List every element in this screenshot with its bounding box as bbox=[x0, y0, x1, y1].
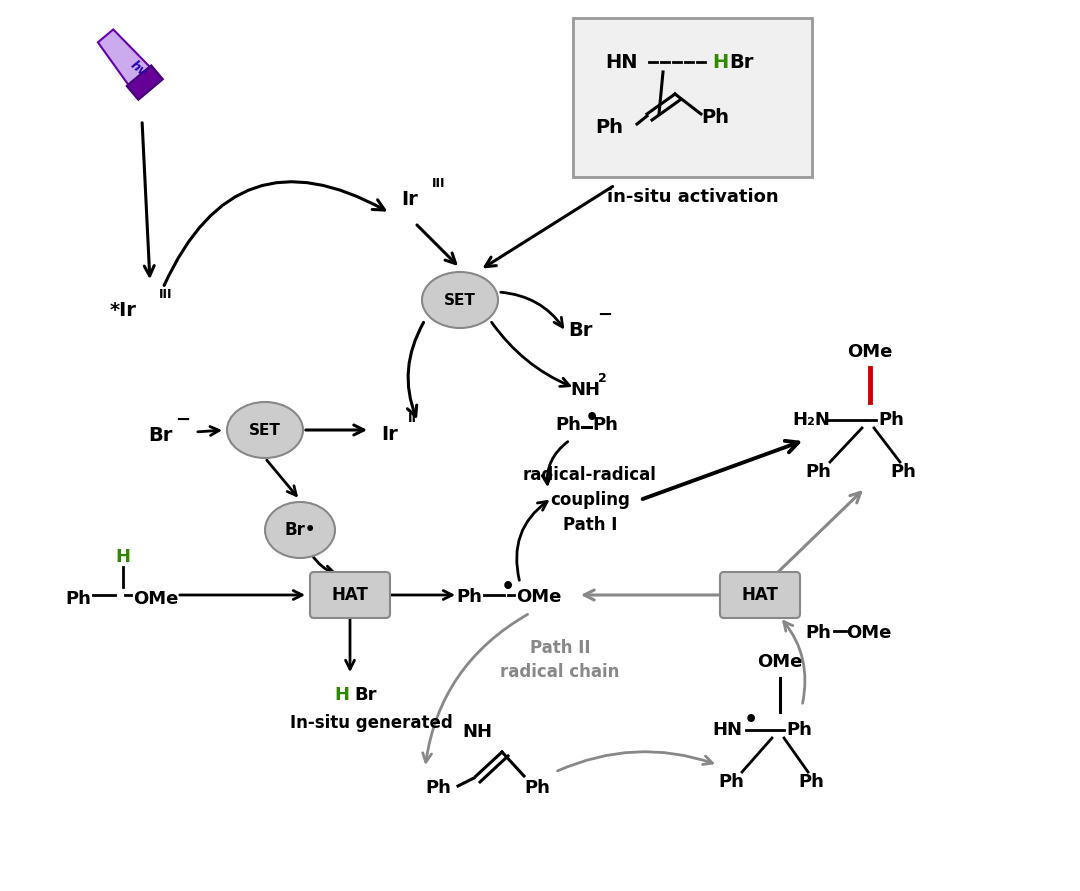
Text: OMe: OMe bbox=[133, 590, 178, 608]
Text: radical-radical: radical-radical bbox=[523, 466, 657, 484]
FancyBboxPatch shape bbox=[310, 572, 390, 618]
Text: H: H bbox=[334, 686, 349, 704]
FancyBboxPatch shape bbox=[720, 572, 800, 618]
Text: H₂N: H₂N bbox=[792, 411, 829, 429]
Text: Ph: Ph bbox=[456, 588, 482, 606]
Text: Br: Br bbox=[354, 686, 377, 704]
Text: Ph: Ph bbox=[65, 590, 91, 608]
Text: OMe: OMe bbox=[846, 624, 891, 642]
Text: HAT: HAT bbox=[742, 586, 779, 604]
Text: In-situ generated: In-situ generated bbox=[291, 714, 453, 732]
Text: Ph: Ph bbox=[805, 624, 831, 642]
Text: in-situ activation: in-situ activation bbox=[607, 188, 779, 206]
Text: NH: NH bbox=[462, 723, 492, 741]
Text: Ph: Ph bbox=[798, 773, 824, 791]
Text: H: H bbox=[116, 548, 131, 566]
Polygon shape bbox=[126, 65, 163, 100]
Text: −: − bbox=[597, 306, 612, 324]
Text: Ph: Ph bbox=[524, 779, 550, 797]
Text: Br: Br bbox=[729, 53, 754, 71]
Text: coupling: coupling bbox=[550, 491, 630, 509]
Text: Br: Br bbox=[148, 426, 173, 445]
Text: Ph: Ph bbox=[786, 721, 812, 739]
Text: Path I: Path I bbox=[563, 516, 617, 534]
Text: radical chain: radical chain bbox=[500, 663, 620, 681]
Text: 2: 2 bbox=[598, 372, 607, 385]
Text: OMe: OMe bbox=[516, 588, 562, 606]
Text: Ph: Ph bbox=[701, 108, 729, 127]
Text: III: III bbox=[159, 288, 173, 300]
Ellipse shape bbox=[422, 272, 498, 328]
Text: Ir: Ir bbox=[402, 190, 418, 208]
Text: OMe: OMe bbox=[848, 343, 893, 361]
Text: Ph: Ph bbox=[595, 118, 623, 136]
Text: Path II: Path II bbox=[530, 639, 591, 657]
Text: HAT: HAT bbox=[332, 586, 368, 604]
Ellipse shape bbox=[227, 402, 303, 458]
Text: Ph: Ph bbox=[805, 463, 831, 481]
Polygon shape bbox=[98, 29, 150, 85]
Text: −: − bbox=[175, 411, 190, 429]
Text: HN: HN bbox=[712, 721, 742, 739]
Text: Br•: Br• bbox=[284, 521, 315, 539]
Text: hv: hv bbox=[127, 59, 149, 79]
Text: II: II bbox=[408, 412, 417, 424]
Text: Ph: Ph bbox=[890, 463, 916, 481]
Text: Ph: Ph bbox=[718, 773, 744, 791]
Text: Br: Br bbox=[568, 321, 592, 339]
Text: Ph: Ph bbox=[878, 411, 904, 429]
FancyBboxPatch shape bbox=[573, 18, 812, 177]
Text: III: III bbox=[432, 176, 446, 190]
Text: SET: SET bbox=[444, 292, 476, 307]
Text: Ph: Ph bbox=[555, 416, 581, 434]
Text: H: H bbox=[712, 53, 728, 71]
Text: SET: SET bbox=[249, 422, 281, 437]
Text: Ph: Ph bbox=[592, 416, 618, 434]
Text: •: • bbox=[585, 408, 599, 428]
Text: OMe: OMe bbox=[757, 653, 802, 671]
Text: •: • bbox=[744, 710, 758, 730]
Text: Ph: Ph bbox=[426, 779, 450, 797]
Text: HN: HN bbox=[605, 53, 637, 71]
Text: Ir: Ir bbox=[381, 424, 399, 444]
Text: NH: NH bbox=[570, 381, 600, 399]
Text: *Ir: *Ir bbox=[110, 300, 137, 320]
Text: •: • bbox=[501, 577, 515, 597]
Ellipse shape bbox=[265, 502, 335, 558]
